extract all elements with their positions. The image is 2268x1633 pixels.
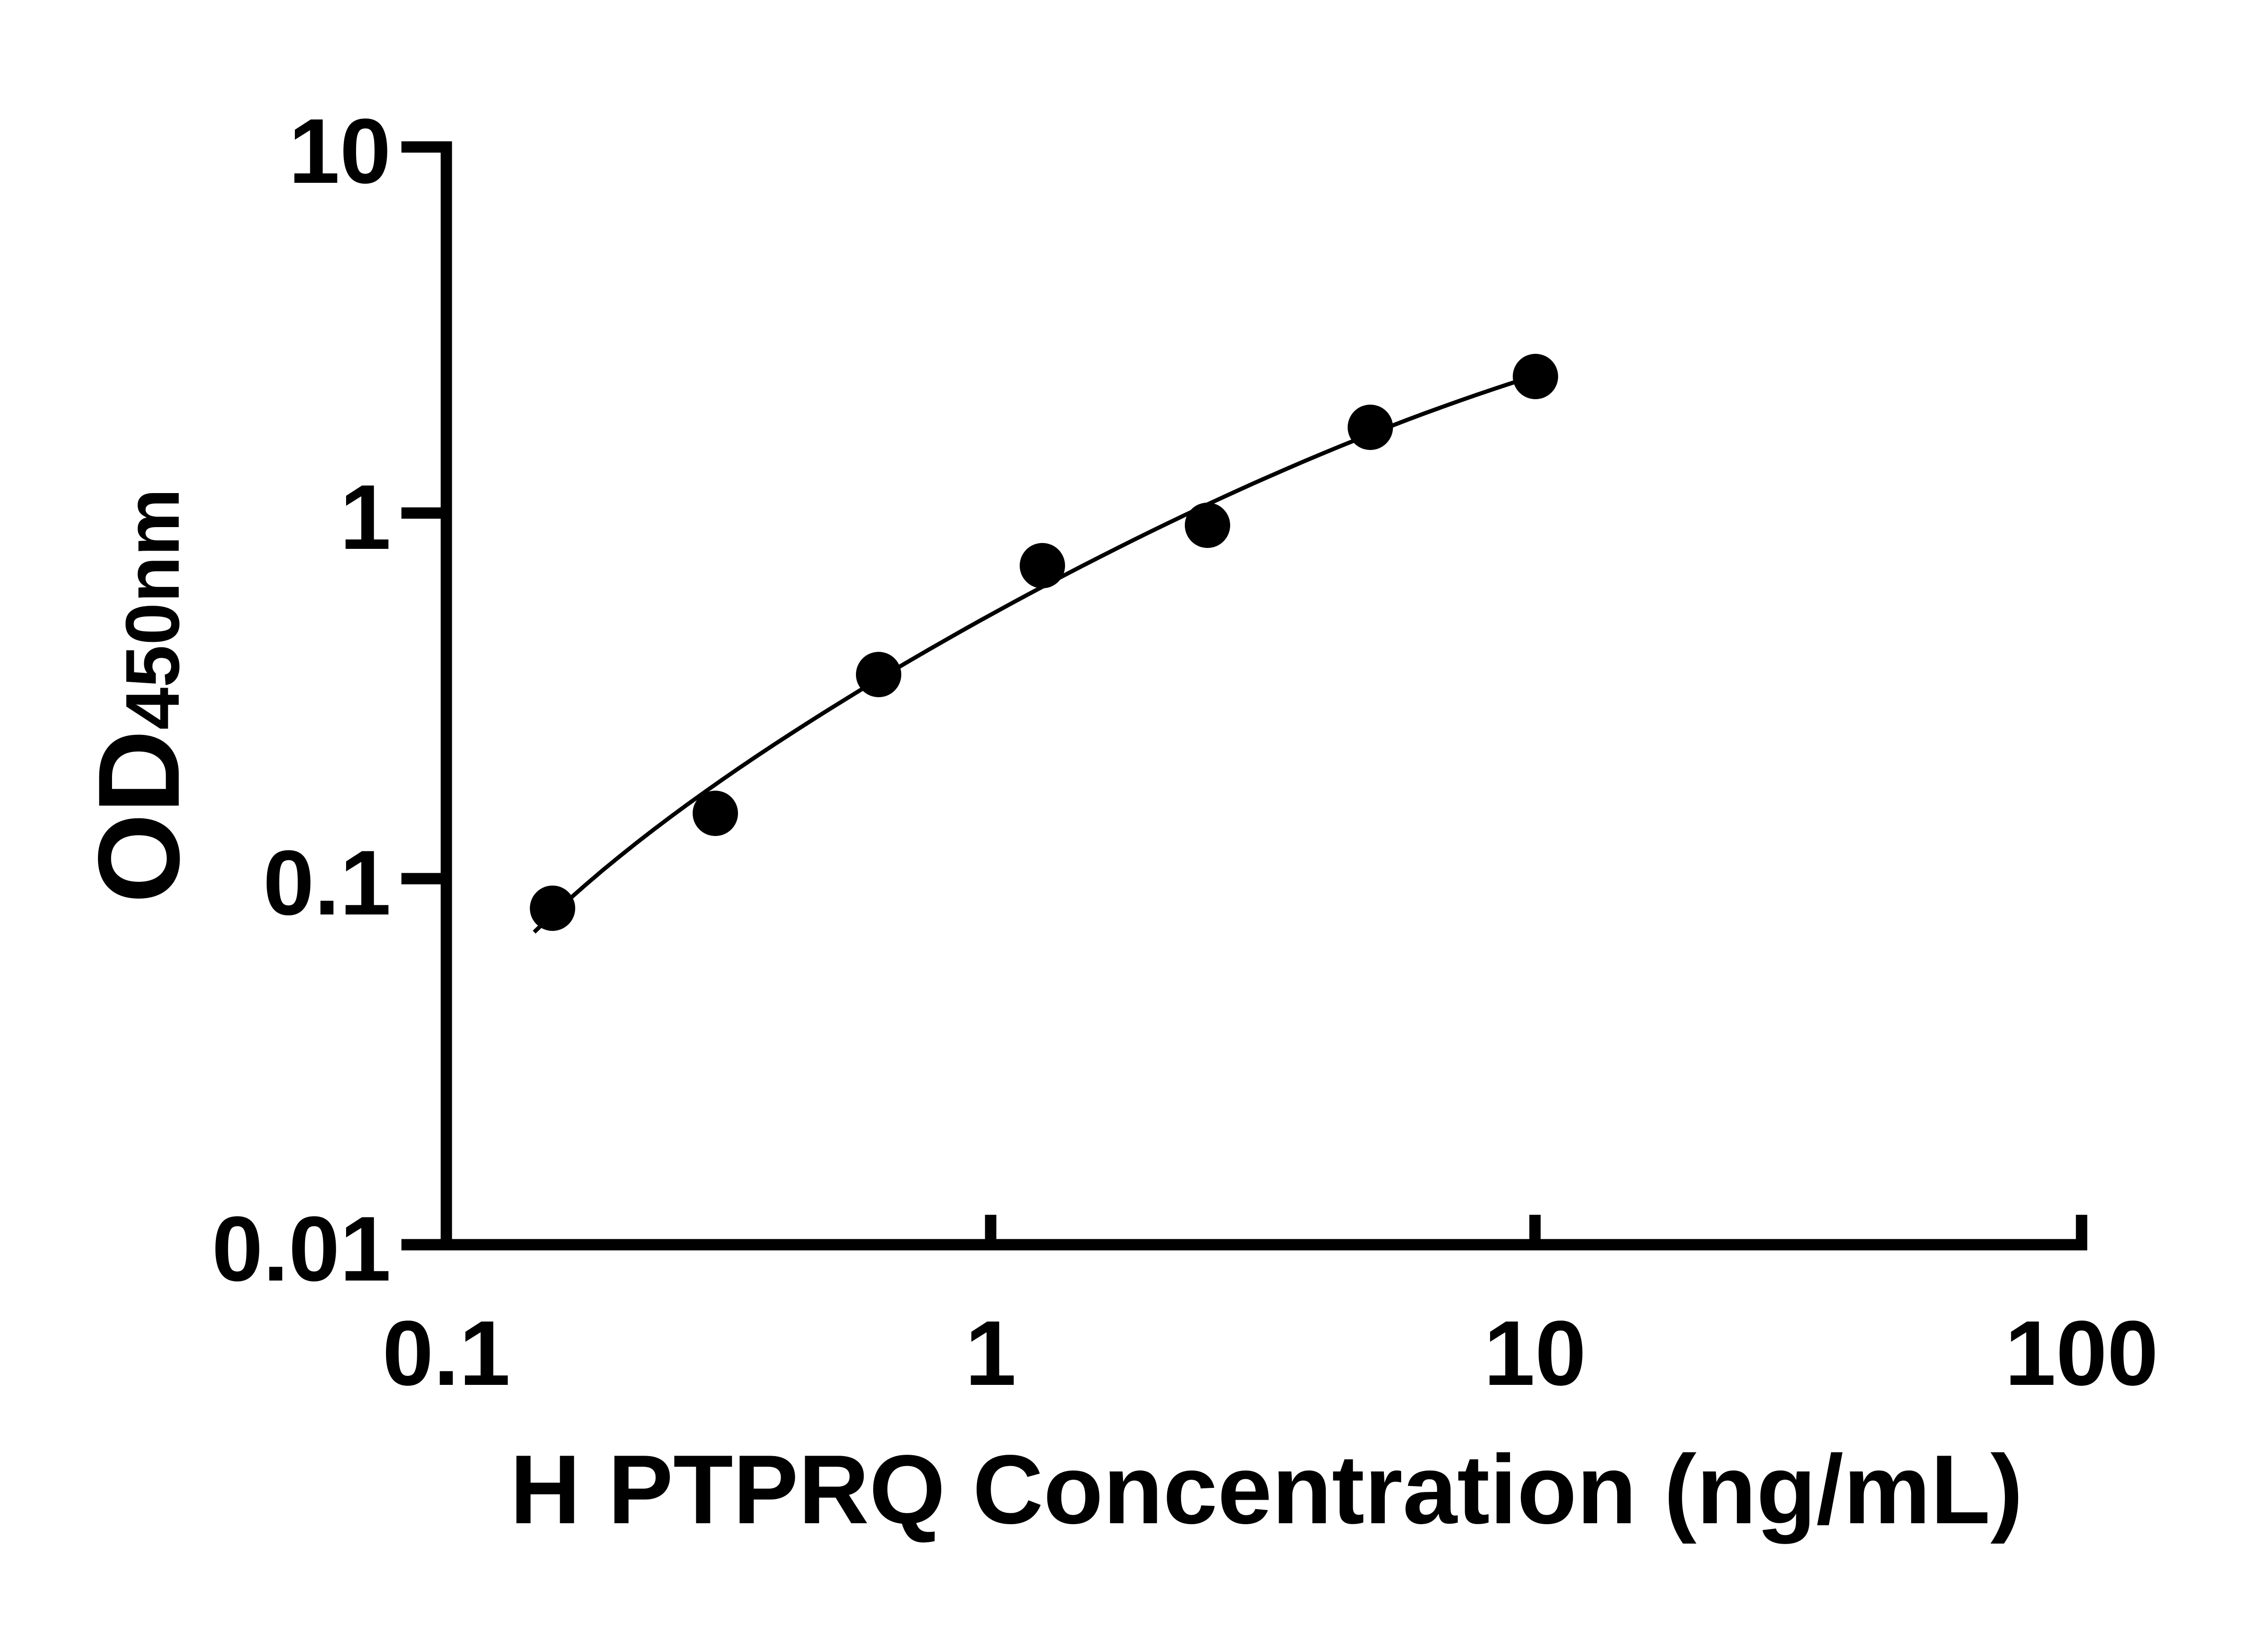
svg-text:1: 1 [965,1302,1017,1405]
svg-text:0.1: 0.1 [263,831,391,934]
svg-text:H PTPRQ Concentration (ng/mL): H PTPRQ Concentration (ng/mL) [510,1434,2023,1544]
svg-text:0.01: 0.01 [212,1198,391,1301]
svg-text:0.1: 0.1 [382,1302,510,1405]
svg-text:1: 1 [340,466,391,569]
svg-text:10: 10 [1484,1302,1586,1405]
svg-text:10: 10 [288,100,391,203]
svg-text:100: 100 [2005,1302,2159,1405]
